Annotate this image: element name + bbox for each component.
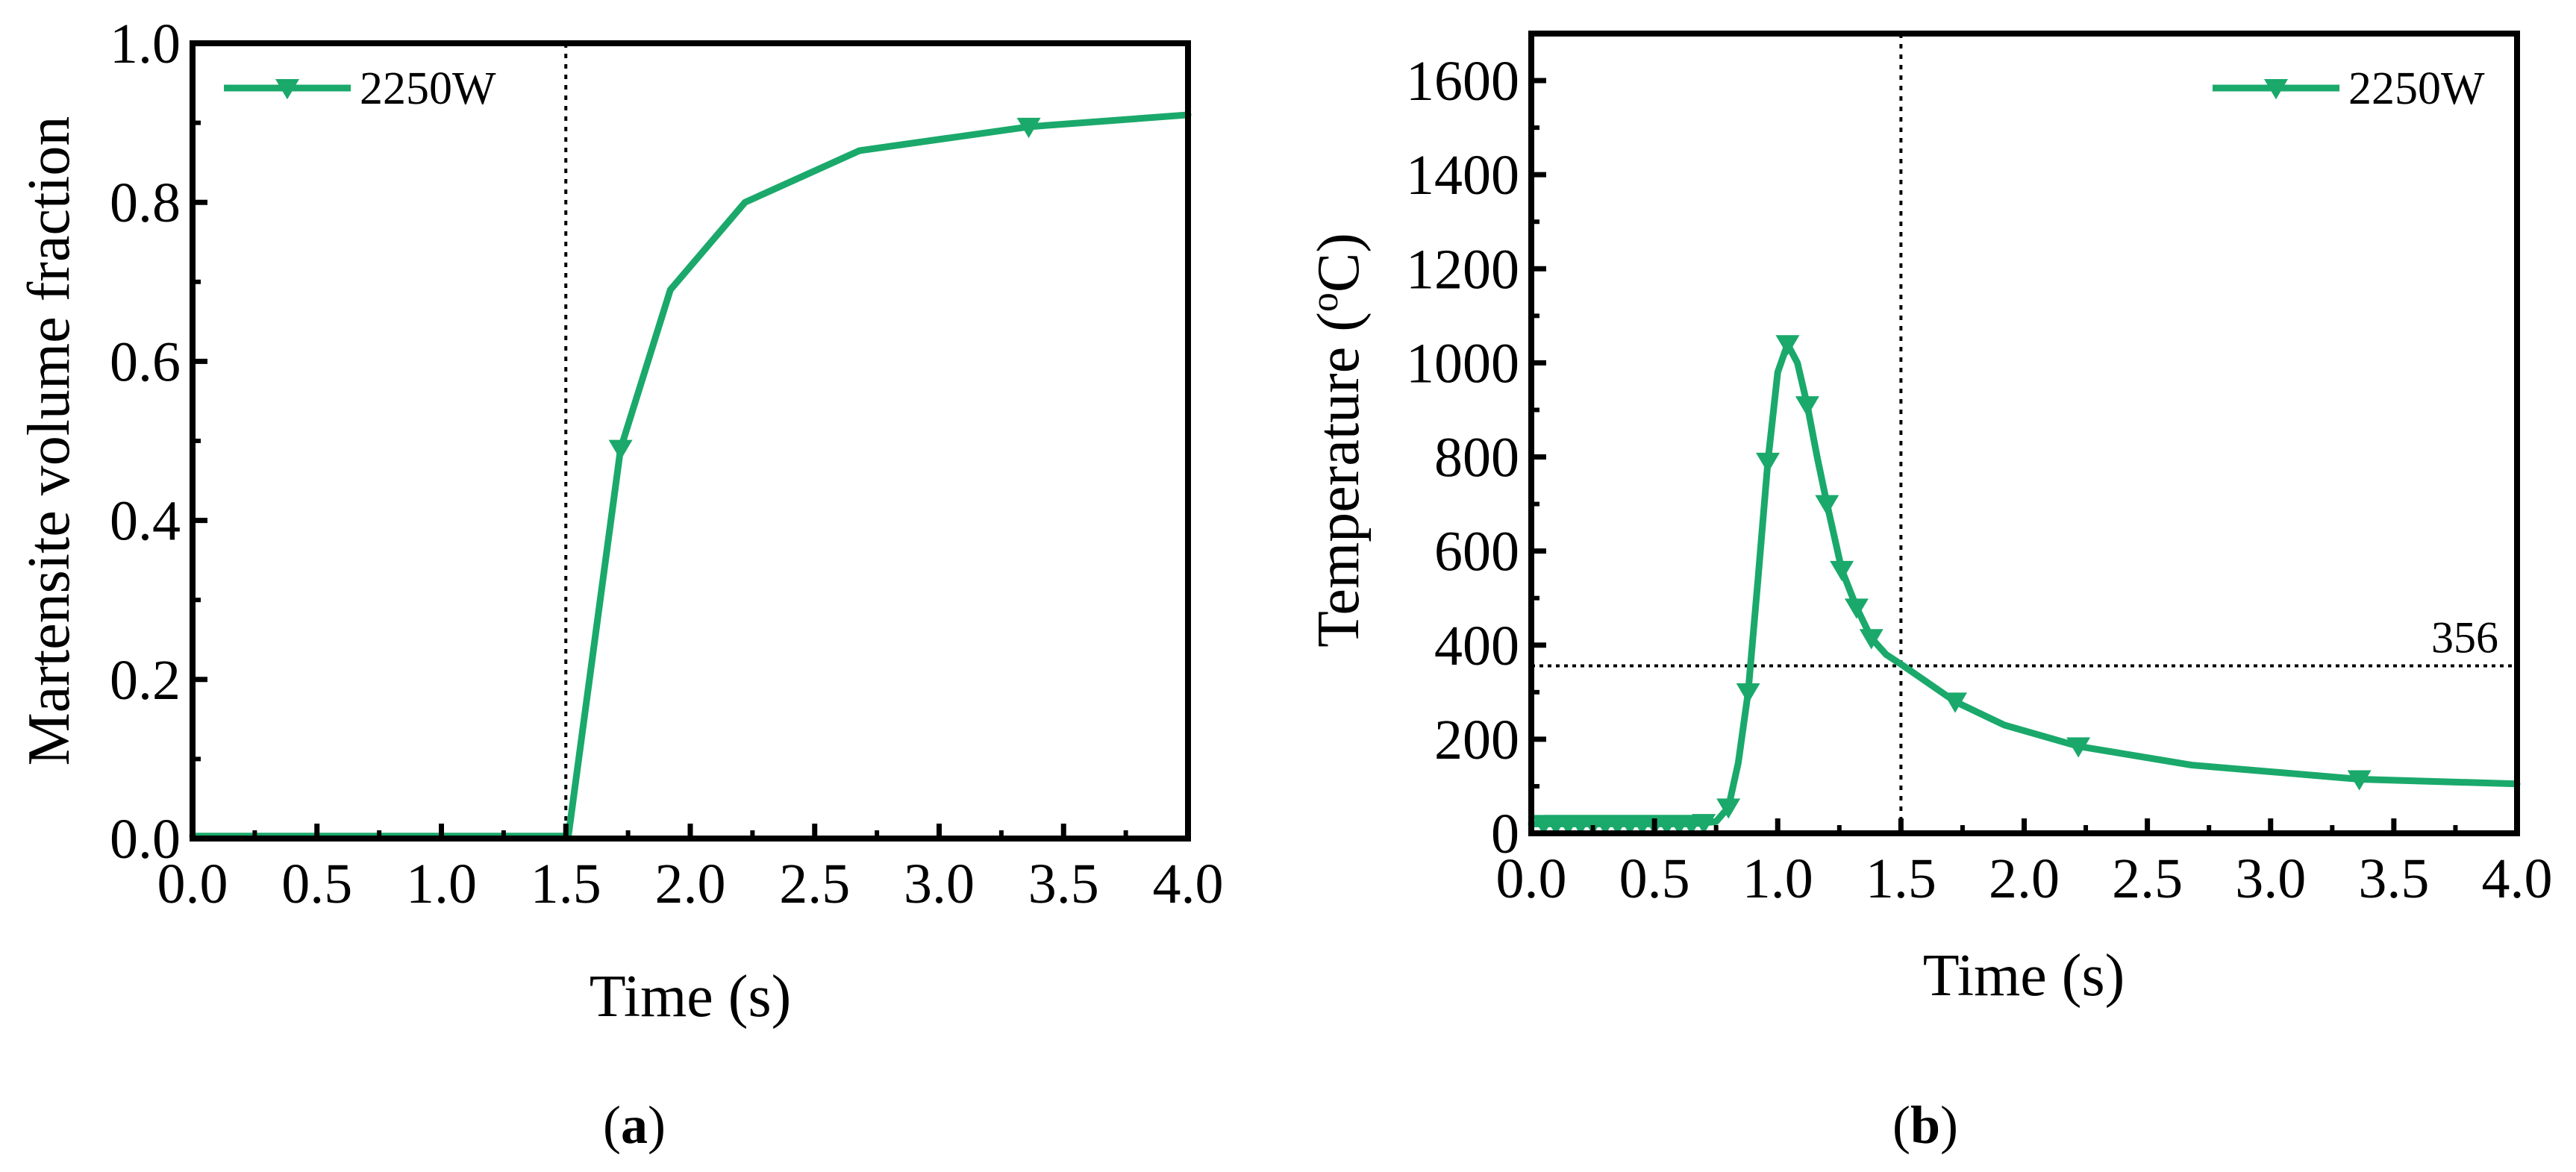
panel-a-x-tick-label: 2.0 <box>655 853 726 915</box>
panel-a-x-tick-label: 1.5 <box>531 853 601 915</box>
panel-a-y-tick-label: 0.6 <box>110 330 181 393</box>
panel-b-data-marker <box>1815 495 1839 516</box>
panel-b-y-tick-label: 1000 <box>1406 332 1519 395</box>
panel-b-x-tick-label: 4.0 <box>2482 847 2553 910</box>
panel-b-data-marker <box>1736 683 1760 704</box>
panel-b-data-marker <box>1844 598 1869 619</box>
panel-a-series-line <box>189 111 1192 840</box>
panel-a-x-tick-label: 1.0 <box>406 853 477 915</box>
panel-a-x-tick-label: 3.5 <box>1028 853 1099 915</box>
panel-a-plot-frame <box>190 40 1191 842</box>
panel-b-y-tick-label: 600 <box>1434 521 1519 583</box>
panel-a-y-tick-label: 0.4 <box>110 490 181 553</box>
panel-a-x-axis-title: Time (s) <box>590 964 791 1030</box>
panel-b-x-tick-label: 0.0 <box>1496 847 1567 910</box>
panel-b-series-line <box>1528 340 2521 827</box>
panel-b-y-tick-label: 400 <box>1434 615 1519 677</box>
panel-b-data-marker <box>1943 692 1968 713</box>
panel-b-x-tick-label: 2.5 <box>2112 847 2183 910</box>
panel-b-y-tick-label: 1400 <box>1406 144 1519 207</box>
panel-a-y-axis-title: Martensite volume fraction <box>16 116 82 766</box>
panel-b-x-axis-title: Time (s) <box>1923 943 2125 1009</box>
panel-b-data-marker <box>1716 798 1741 819</box>
panel-b-data-marker <box>1692 814 1716 835</box>
panel-a-label: (a) <box>603 1095 666 1155</box>
panel-a-legend-label: 2250W <box>360 63 496 114</box>
panel-b-x-tick-label: 3.0 <box>2235 847 2306 910</box>
panel-b-data-marker <box>2066 737 2091 758</box>
panel-a-x-tick-label: 4.0 <box>1153 853 1224 915</box>
panel-a-y-tick-label: 0.8 <box>110 172 181 234</box>
panel-a-x-tick-label: 2.5 <box>779 853 850 915</box>
panel-b-legend-label: 2250W <box>2348 63 2485 114</box>
panel-a-data-marker <box>608 439 633 460</box>
panel-b-y-tick-label: 800 <box>1434 427 1519 489</box>
panel-b-plot-frame <box>1528 31 2520 836</box>
panel-b-data-marker <box>1775 335 1800 356</box>
panel-a-x-tick-label: 0.0 <box>157 853 228 915</box>
panel-b-label: (b) <box>1892 1095 1958 1155</box>
panel-b-x-tick-label: 3.5 <box>2358 847 2429 910</box>
panel-b-x-tick-label: 2.0 <box>1989 847 2060 910</box>
panel-b-y-tick-label: 1200 <box>1406 238 1519 301</box>
panel-b-x-tick-label: 1.0 <box>1742 847 1813 910</box>
panel-a-legend-marker <box>275 79 299 100</box>
panel-b-reference-label: 356 <box>2431 613 2498 662</box>
panel-b-x-tick-label: 0.5 <box>1619 847 1690 910</box>
panel-b-y-tick-label: 0 <box>1491 803 1519 865</box>
panel-b-data-marker <box>1756 452 1781 474</box>
panel-b-y-tick-label: 1600 <box>1406 50 1519 113</box>
panel-a-x-tick-label: 3.0 <box>904 853 975 915</box>
panel-b-data-marker <box>1859 629 1883 650</box>
panel-a-chart: 0.0 0.5 1.0 1.5 2.0 2.5 3.0 3.5 4.0 0.0 0.2 0.4 0.6 0… <box>16 13 1224 1155</box>
panel-b-chart: 356 0.0 0.5 1.0 1.5 2.0 2.5 3.0 3.5 4.0 0 200 400 60… <box>1304 31 2553 1155</box>
panel-b-x-tick-label: 1.5 <box>1866 847 1936 910</box>
panel-b-data-marker <box>2347 770 2372 791</box>
panel-b-data-marker <box>1795 396 1819 417</box>
panel-b-legend-marker <box>2264 79 2288 100</box>
panel-b-y-tick-label: 200 <box>1434 709 1519 771</box>
panel-b-data-marker <box>1830 560 1854 582</box>
panel-a-y-tick-label: 0.2 <box>110 649 181 712</box>
panel-a-x-tick-label: 0.5 <box>281 853 352 915</box>
panel-b-y-axis-title: Temperature (oC) <box>1304 233 1372 648</box>
panel-a-y-tick-label: 0.0 <box>110 808 181 871</box>
panel-a-data-marker <box>1016 117 1041 139</box>
panel-a-y-tick-label: 1.0 <box>110 13 181 75</box>
